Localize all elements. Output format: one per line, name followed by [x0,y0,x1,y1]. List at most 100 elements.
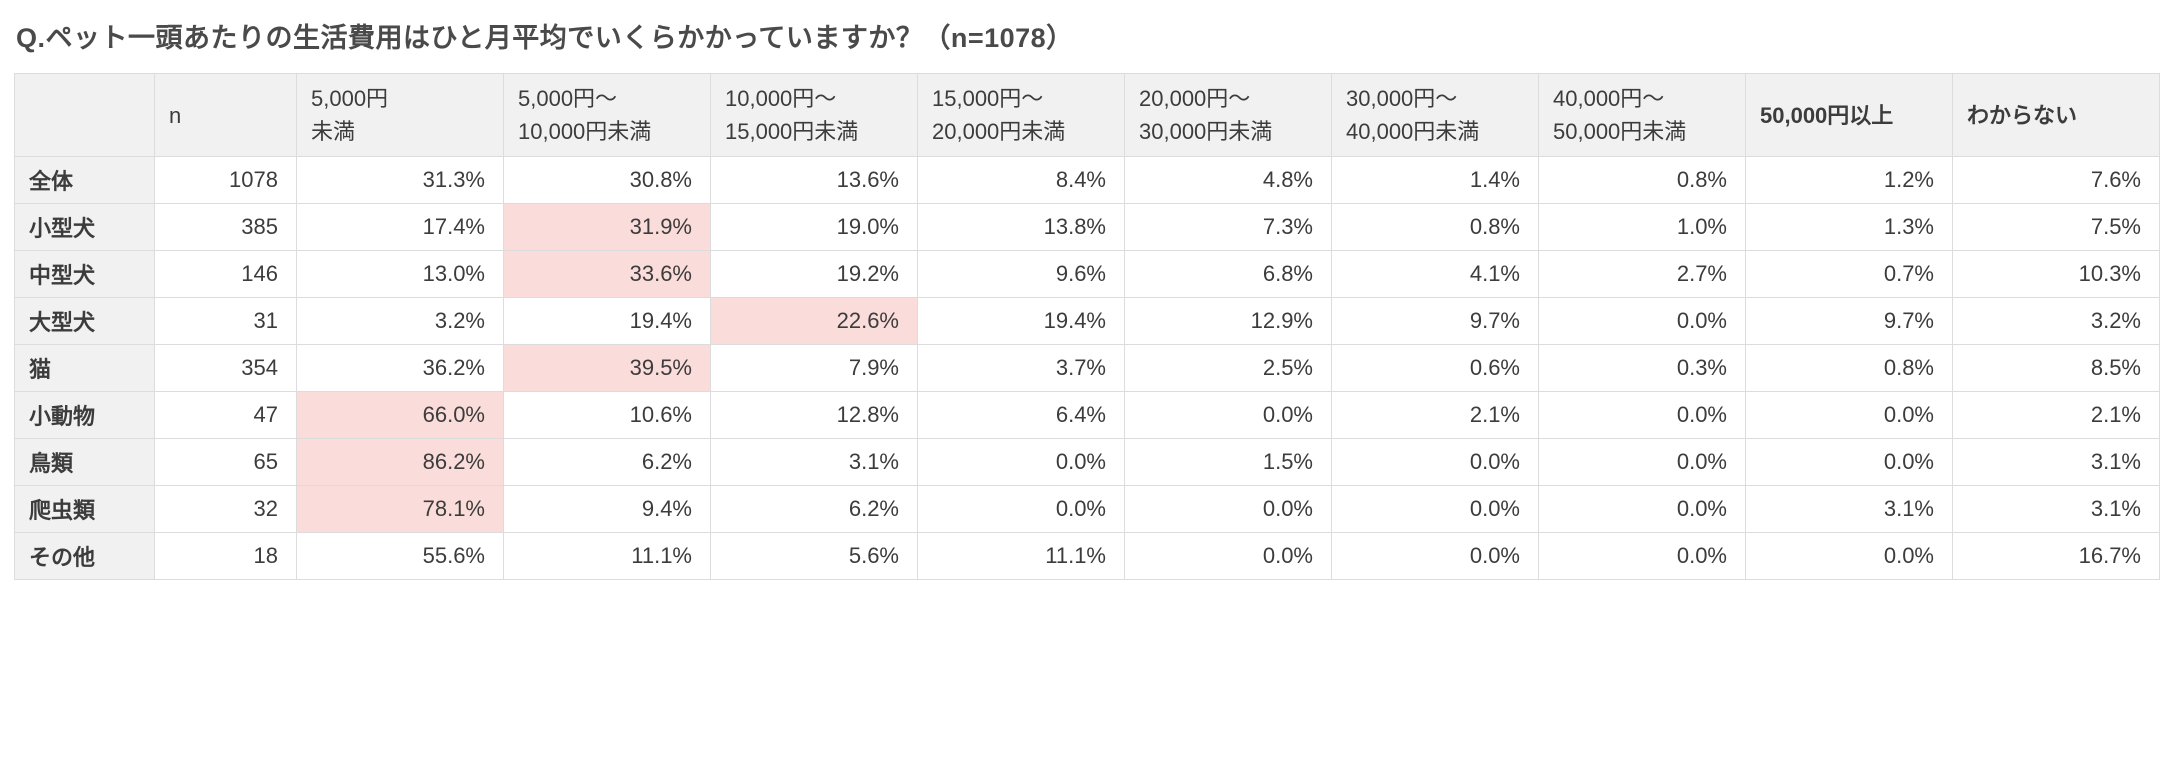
n-value: 18 [154,532,297,580]
pct-value: 1.2% [1745,156,1953,204]
col-header-unknown: わからない [1952,73,2160,157]
table-row: 小型犬 385 17.4% 31.9% 19.0% 13.8% 7.3% 0.8% 1.0% 1.… [14,203,2160,251]
pct-value: 2.5% [1124,344,1332,392]
pct-value: 3.1% [1745,485,1953,533]
pct-value: 39.5% [503,344,711,392]
pct-value: 78.1% [296,485,504,533]
pct-value: 0.0% [1331,438,1539,486]
pct-value: 17.4% [296,203,504,251]
col-header-10000-15000: 10,000円〜 15,000円未満 [710,73,918,157]
n-value: 385 [154,203,297,251]
pct-value: 0.0% [1538,532,1746,580]
row-label: 小動物 [14,391,155,439]
pct-value: 0.8% [1745,344,1953,392]
pct-value: 10.3% [1952,250,2160,298]
col-header-n: n [154,73,297,157]
pct-value: 0.0% [1124,532,1332,580]
pct-value: 0.8% [1331,203,1539,251]
table-row: 小動物 47 66.0% 10.6% 12.8% 6.4% 0.0% 2.1% 0.0% 0.0%… [14,391,2160,439]
pct-value: 10.6% [503,391,711,439]
table-row: 全体 1078 31.3% 30.8% 13.6% 8.4% 4.8% 1.4% 0.8% 1.2… [14,156,2160,204]
pct-value: 4.8% [1124,156,1332,204]
row-label: 爬虫類 [14,485,155,533]
n-value: 31 [154,297,297,345]
pct-value: 31.9% [503,203,711,251]
table-row: その他 18 55.6% 11.1% 5.6% 11.1% 0.0% 0.0% 0.0% 0.0%… [14,532,2160,580]
pct-value: 0.0% [1538,485,1746,533]
header-row: n 5,000円 未満 5,000円〜 10,000円未満 10,000円〜 1… [14,73,2160,157]
pct-value: 0.0% [1538,297,1746,345]
pct-value: 1.5% [1124,438,1332,486]
pct-value: 11.1% [917,532,1125,580]
pct-value: 0.0% [917,485,1125,533]
pct-value: 33.6% [503,250,711,298]
pct-value: 7.5% [1952,203,2160,251]
pct-value: 55.6% [296,532,504,580]
n-value: 47 [154,391,297,439]
pct-value: 19.4% [917,297,1125,345]
pct-value: 0.0% [1331,485,1539,533]
col-header-under-5000: 5,000円 未満 [296,73,504,157]
table-row: 鳥類 65 86.2% 6.2% 3.1% 0.0% 1.5% 0.0% 0.0% 0.0% 3.1… [14,438,2160,486]
pct-value: 8.5% [1952,344,2160,392]
pct-value: 4.1% [1331,250,1539,298]
pct-value: 13.0% [296,250,504,298]
pct-value: 0.0% [1745,532,1953,580]
pct-value: 6.2% [503,438,711,486]
pct-value: 19.0% [710,203,918,251]
results-table: n 5,000円 未満 5,000円〜 10,000円未満 10,000円〜 1… [14,73,2160,580]
table-row: 猫 354 36.2% 39.5% 7.9% 3.7% 2.5% 0.6% 0.3% 0.8% 8.… [14,344,2160,392]
pct-value: 0.0% [1745,438,1953,486]
pct-value: 13.8% [917,203,1125,251]
col-header-5000-10000: 5,000円〜 10,000円未満 [503,73,711,157]
pct-value: 0.0% [917,438,1125,486]
pct-value: 6.2% [710,485,918,533]
pct-value: 2.7% [1538,250,1746,298]
pct-value: 0.0% [1538,391,1746,439]
pct-value: 6.4% [917,391,1125,439]
row-label: 中型犬 [14,250,155,298]
row-label: 全体 [14,156,155,204]
pct-value: 86.2% [296,438,504,486]
table-row: 大型犬 31 3.2% 19.4% 22.6% 19.4% 12.9% 9.7% 0.0% 9.7… [14,297,2160,345]
pct-value: 13.6% [710,156,918,204]
pct-value: 0.0% [1124,485,1332,533]
pct-value: 9.7% [1745,297,1953,345]
pct-value: 0.0% [1538,438,1746,486]
pct-value: 7.9% [710,344,918,392]
pct-value: 5.6% [710,532,918,580]
pct-value: 36.2% [296,344,504,392]
pct-value: 16.7% [1952,532,2160,580]
table-row: 中型犬 146 13.0% 33.6% 19.2% 9.6% 6.8% 4.1% 2.7% 0.7… [14,250,2160,298]
pct-value: 30.8% [503,156,711,204]
pct-value: 9.6% [917,250,1125,298]
pct-value: 3.1% [710,438,918,486]
question-title: Q.ペット一頭あたりの生活費用はひと月平均でいくらかかっていますか？（n=107… [16,23,1074,53]
col-header-30000-40000: 30,000円〜 40,000円未満 [1331,73,1539,157]
col-header-40000-50000: 40,000円〜 50,000円未満 [1538,73,1746,157]
pct-value: 9.4% [503,485,711,533]
pct-value: 3.2% [296,297,504,345]
n-value: 1078 [154,156,297,204]
pct-value: 1.4% [1331,156,1539,204]
pct-value: 9.7% [1331,297,1539,345]
row-label: 猫 [14,344,155,392]
pct-value: 11.1% [503,532,711,580]
pct-value: 22.6% [710,297,918,345]
row-label: その他 [14,532,155,580]
table-row: 爬虫類 32 78.1% 9.4% 6.2% 0.0% 0.0% 0.0% 0.0% 3.1% 3.… [14,485,2160,533]
col-header-15000-20000: 15,000円〜 20,000円未満 [917,73,1125,157]
table-body: 全体 1078 31.3% 30.8% 13.6% 8.4% 4.8% 1.4% 0.8% 1.2… [14,156,2160,580]
n-value: 32 [154,485,297,533]
pct-value: 3.1% [1952,485,2160,533]
pct-value: 3.1% [1952,438,2160,486]
pct-value: 2.1% [1331,391,1539,439]
pct-value: 0.6% [1331,344,1539,392]
col-header-category [14,73,155,157]
pct-value: 0.8% [1538,156,1746,204]
pct-value: 7.3% [1124,203,1332,251]
pct-value: 8.4% [917,156,1125,204]
pct-value: 1.3% [1745,203,1953,251]
pct-value: 3.2% [1952,297,2160,345]
